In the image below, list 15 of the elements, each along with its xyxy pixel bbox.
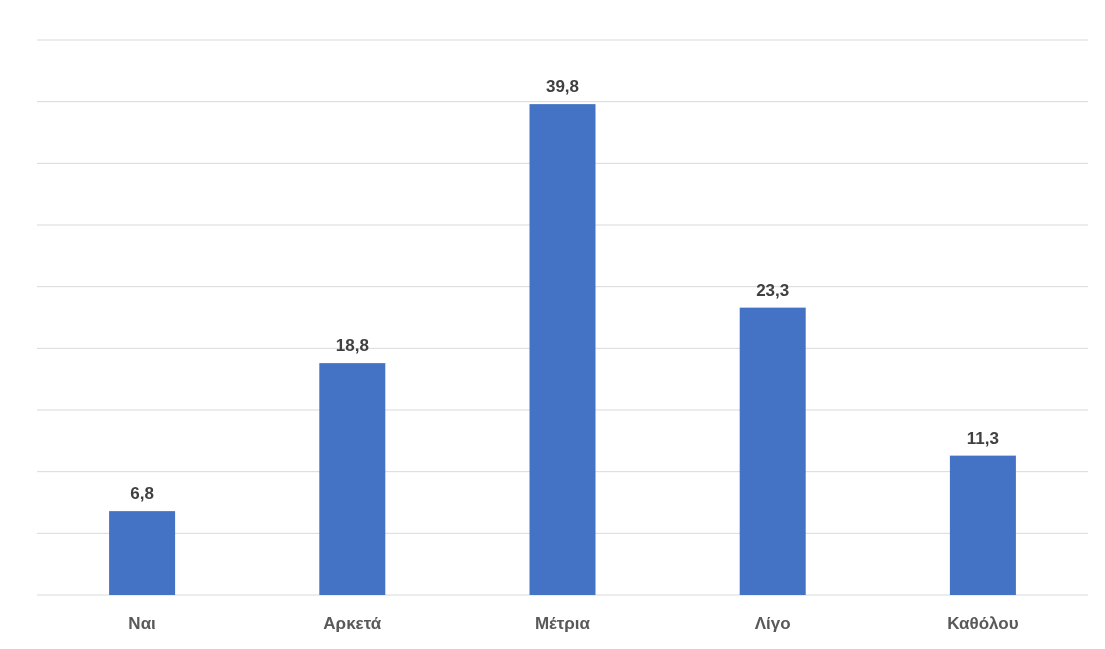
data-label: 39,8: [545, 77, 580, 97]
bar: [109, 511, 176, 595]
x-tick-label: Μέτρια: [534, 614, 591, 633]
x-tick-label: Λίγο: [754, 614, 791, 633]
data-label: 18,8: [335, 336, 369, 356]
data-label: 11,3: [966, 428, 999, 448]
data-label: 23,3: [756, 280, 790, 300]
x-tick-label: Ναι: [128, 614, 157, 633]
bar: [739, 307, 806, 595]
x-tick-label: Αρκετά: [323, 614, 382, 633]
bar: [949, 455, 1016, 595]
bar: [319, 363, 386, 595]
x-tick-label: Καθόλου: [947, 614, 1019, 633]
bar: [529, 104, 596, 595]
data-label: 6,8: [130, 484, 154, 504]
